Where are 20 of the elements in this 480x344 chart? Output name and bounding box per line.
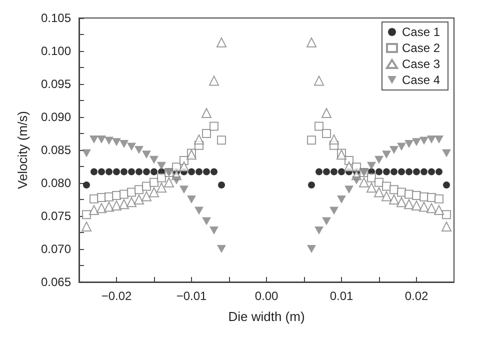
x-tick-label: 0.00 xyxy=(254,289,278,303)
x-tick-label: 0.01 xyxy=(330,289,354,303)
legend-label: Case 4 xyxy=(402,73,440,87)
legend-label: Case 3 xyxy=(402,57,440,71)
y-tick-label: 0.075 xyxy=(40,209,72,223)
y-tick-label: 0.105 xyxy=(40,11,72,25)
x-tick-label: 0.02 xyxy=(404,289,428,303)
legend-label: Case 1 xyxy=(402,25,440,39)
y-tick-label: 0.085 xyxy=(40,143,72,157)
y-tick-label: 0.095 xyxy=(40,77,72,91)
legend-label: Case 2 xyxy=(402,41,440,55)
y-tick-label: 0.100 xyxy=(40,44,72,58)
y-tick-label: 0.080 xyxy=(40,176,72,190)
y-tick-label: 0.070 xyxy=(40,242,72,256)
y-axis-title: Velocity (m/s) xyxy=(15,110,30,190)
y-tick-label: 0.065 xyxy=(40,275,72,289)
y-tick-label: 0.090 xyxy=(40,110,72,124)
x-axis-title: Die width (m) xyxy=(228,309,305,324)
x-tick-label: −0.02 xyxy=(101,289,132,303)
x-tick-label: −0.01 xyxy=(176,289,207,303)
